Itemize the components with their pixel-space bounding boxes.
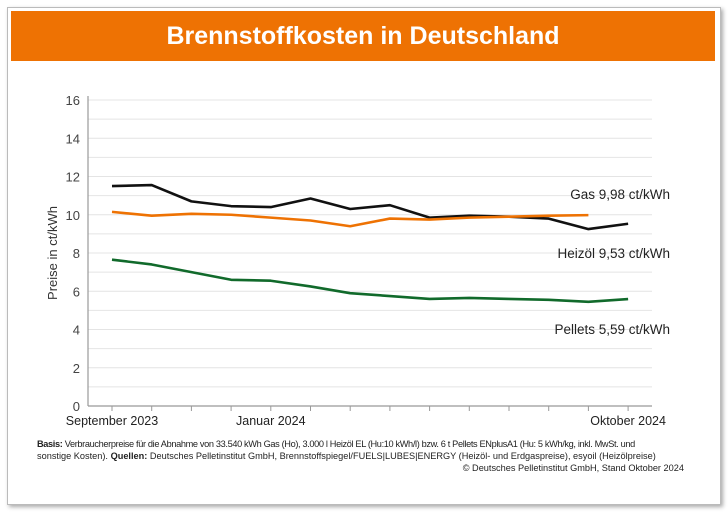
y-tick-label: 12 xyxy=(66,170,80,185)
y-tick-label: 0 xyxy=(73,399,80,414)
y-tick-label: 8 xyxy=(73,246,80,261)
copyright: © Deutsches Pelletinstitut GmbH, Stand O… xyxy=(462,463,684,473)
series-line-gas xyxy=(111,210,589,228)
y-tick-label: 2 xyxy=(73,361,80,376)
series-line-heizöl xyxy=(111,183,629,231)
x-tick-label: Januar 2024 xyxy=(236,414,306,428)
x-tick-label: Oktober 2024 xyxy=(590,414,666,428)
footnote-sources: sonstige Kosten). Quellen: Deutsches Pel… xyxy=(37,451,656,461)
line2-text: sonstige Kosten). xyxy=(37,451,108,461)
basis-text: Verbraucherpreise für die Abnahme von 33… xyxy=(64,439,636,449)
y-tick-label: 14 xyxy=(66,131,80,146)
quellen-text: Deutsches Pelletinstitut GmbH, Brennstof… xyxy=(149,451,656,461)
series-line-pellets xyxy=(111,258,629,304)
footnote-basis: Basis: Verbraucherpreise für die Abnahme… xyxy=(37,439,635,449)
y-axis-label: Preise in ct/kWh xyxy=(45,206,60,300)
chart-title: Brennstoffkosten in Deutschland xyxy=(11,11,715,61)
x-tick-label: September 2023 xyxy=(66,414,158,428)
quellen-label: Quellen: xyxy=(110,451,148,461)
series-label-gas: Gas 9,98 ct/kWh xyxy=(570,187,670,202)
y-tick-label: 16 xyxy=(66,93,80,108)
y-tick-label: 4 xyxy=(73,323,80,338)
y-tick-label: 6 xyxy=(73,284,80,299)
series-label-heizöl: Heizöl 9,53 ct/kWh xyxy=(557,246,670,261)
chart-frame xyxy=(7,7,721,505)
series-label-pellets: Pellets 5,59 ct/kWh xyxy=(554,322,670,337)
basis-label: Basis: xyxy=(37,439,63,449)
y-tick-label: 10 xyxy=(66,208,80,223)
